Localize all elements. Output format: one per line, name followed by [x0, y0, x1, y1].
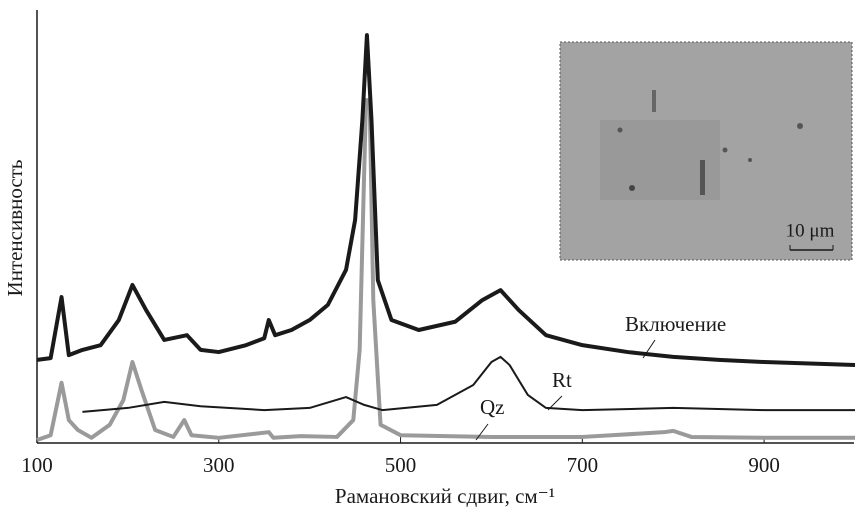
x-tick-label: 100 [21, 453, 53, 477]
series-line [82, 355, 855, 413]
inset-speck [629, 185, 635, 191]
scale-bar-label: 10 μm [786, 220, 835, 241]
inset-speck [617, 127, 623, 133]
x-tick-label: 900 [748, 453, 780, 477]
x-tick-label: 500 [385, 453, 417, 477]
inset-speck [748, 158, 752, 162]
inset-speck [652, 90, 656, 112]
inset-speck [797, 123, 803, 129]
x-tick-label: 700 [567, 453, 599, 477]
x-tick-label: 300 [203, 453, 235, 477]
leader-line [475, 423, 489, 441]
y-axis-label: Интенсивность [3, 160, 27, 297]
leader-line [547, 395, 563, 411]
series-label: Qz [480, 395, 505, 419]
inset-speck [700, 160, 705, 195]
series-label: Rt [552, 368, 572, 392]
series-label: Включение [625, 312, 726, 336]
x-axis-label: Рамановский сдвиг, см⁻¹ [335, 484, 555, 508]
inset-speck [722, 147, 728, 153]
series-line [36, 98, 855, 442]
inset-photo: 10 μm [559, 41, 853, 261]
leader-line [642, 339, 656, 359]
series-line [36, 33, 855, 368]
